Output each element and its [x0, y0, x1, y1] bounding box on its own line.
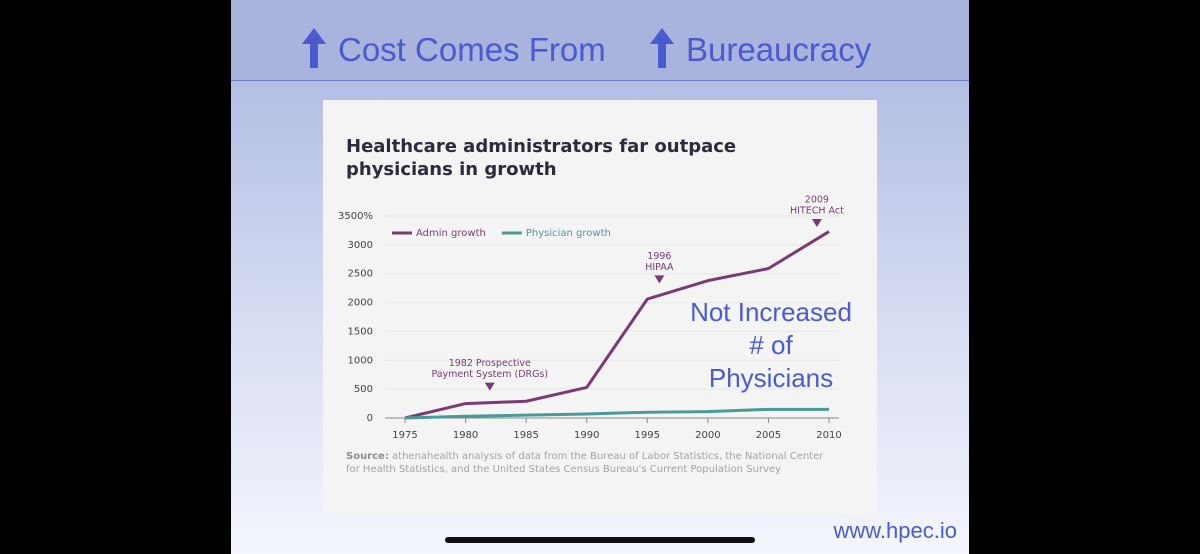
title-part: Cost Comes From: [338, 31, 606, 68]
annotation-text: HITECH Act: [790, 205, 844, 216]
x-tick-label: 1980: [453, 430, 478, 441]
chart-card: Healthcare administrators far outpace phy…: [323, 100, 877, 515]
note-line: Not Increased: [690, 297, 852, 327]
annotation-text: 1996: [647, 251, 671, 262]
x-tick-label: 1990: [574, 430, 599, 441]
chart: Healthcare administrators far outpacephy…: [338, 136, 844, 441]
note-line: Physicians: [708, 363, 834, 393]
y-tick-label: 2500: [348, 269, 373, 280]
x-tick-label: 2005: [756, 430, 781, 441]
legend-label: Admin growth: [416, 228, 486, 239]
slide: Cost Comes From Bureaucracy Healthcare a…: [231, 0, 969, 554]
annotation-text: Payment System (DRGs): [431, 369, 548, 380]
x-tick-label: 2010: [816, 430, 841, 441]
title-band: Cost Comes From Bureaucracy: [231, 0, 969, 81]
x-tick-label: 1975: [392, 430, 417, 441]
y-tick-label: 0: [367, 413, 373, 424]
y-tick-label: 3500%: [338, 211, 373, 222]
y-tick-label: 1500: [348, 326, 373, 337]
annotation-text: 2009: [805, 194, 829, 205]
note-line: # of: [749, 330, 793, 360]
series-line: [404, 230, 830, 420]
y-tick-label: 500: [354, 384, 373, 395]
annotation-marker: [811, 218, 822, 227]
annotation-text: 1982 Prospective: [449, 358, 531, 369]
y-tick-label: 2000: [348, 298, 373, 309]
source: Source: athenahealth analysis of data fr…: [346, 450, 826, 476]
x-tick-label: 1985: [513, 430, 538, 441]
source-label: Source:: [346, 451, 389, 462]
series-line: [404, 407, 829, 420]
chart-title: physicians in growth: [346, 159, 557, 180]
legend-label: Physician growth: [526, 228, 611, 239]
up-arrow: [650, 28, 674, 68]
url: www.hpec.io: [833, 518, 957, 543]
up-arrow: [302, 28, 326, 68]
x-tick-label: 1995: [635, 430, 660, 441]
y-tick-label: 1000: [348, 355, 373, 366]
annotation-marker: [484, 382, 495, 391]
note: Not Increased # of Physicians: [671, 296, 871, 395]
chart-title: Healthcare administrators far outpace: [346, 136, 736, 157]
x-tick-label: 2000: [695, 430, 720, 441]
source-text: athenahealth analysis of data from the B…: [346, 451, 824, 475]
title-part: Bureaucracy: [686, 31, 872, 68]
annotation-marker: [654, 275, 665, 284]
annotation-text: HIPAA: [645, 262, 674, 273]
home-indicator: [445, 537, 755, 543]
y-tick-label: 3000: [348, 240, 373, 251]
